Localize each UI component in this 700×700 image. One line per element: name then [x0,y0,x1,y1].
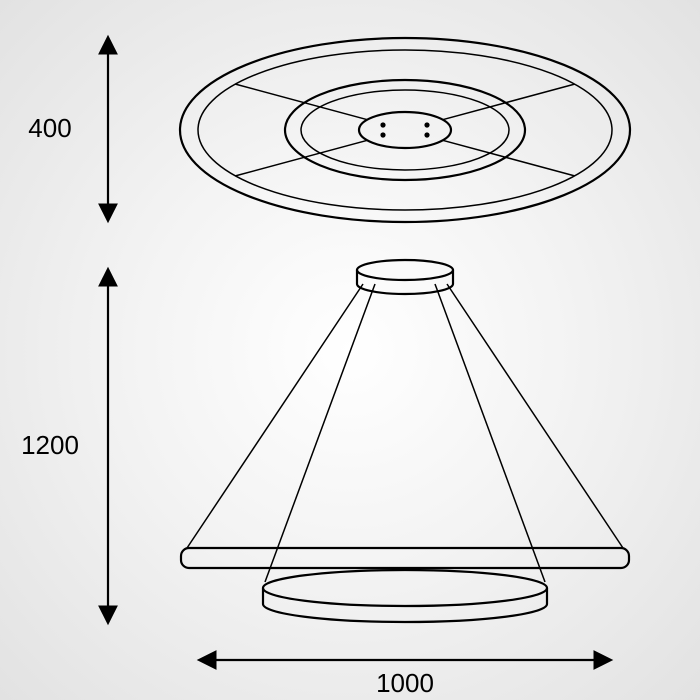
dim-label-1000: 1000 [376,668,434,698]
dim-label-400: 400 [28,113,71,143]
dim-label-1200: 1200 [21,430,79,460]
outer-ring [181,548,629,568]
technical-drawing: 400 1200 1000 [0,0,700,700]
side-view [181,260,629,622]
top-view [180,38,630,222]
